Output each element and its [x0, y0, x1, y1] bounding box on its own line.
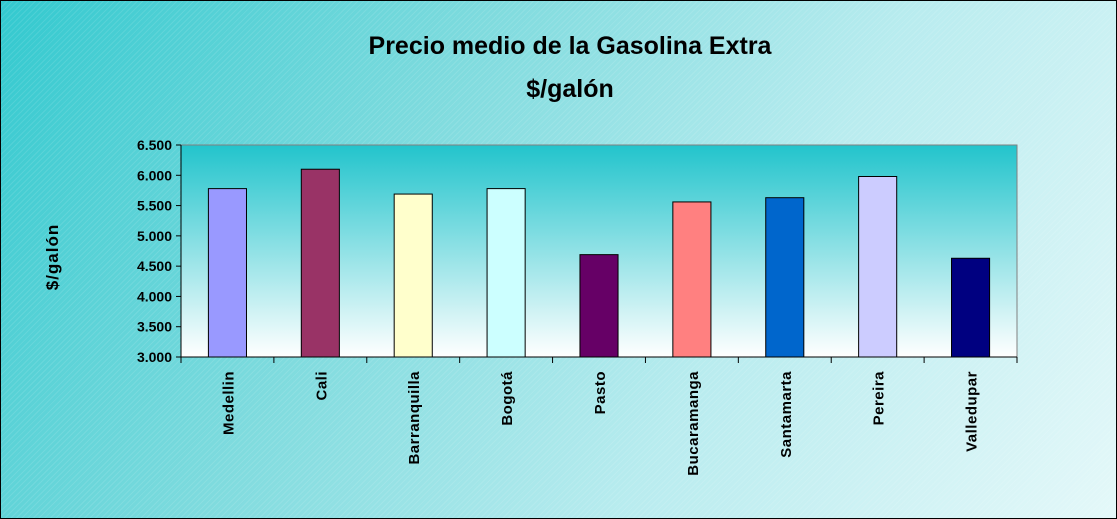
x-axis: Medellin Cali Barranquilla Bogotá Pasto Bucar… — [180, 356, 1018, 476]
bar — [579, 254, 619, 358]
bar — [300, 168, 340, 358]
bar — [207, 188, 247, 358]
x-tick-label: Valledupar — [964, 371, 981, 452]
x-tick-label: Barranquilla — [406, 371, 423, 465]
bar — [951, 257, 991, 358]
bar — [672, 201, 712, 358]
bar — [393, 193, 433, 358]
y-axis-label: $/galón — [43, 224, 62, 291]
bar — [486, 188, 526, 358]
y-axis: 3.000 3.500 4.000 4.500 5.000 5.500 6.000 6.500 — [137, 137, 182, 365]
chart-title: Precio medio de la Gasolina Extra — [369, 32, 773, 60]
y-tick-label: 6.000 — [137, 167, 172, 183]
y-tick-label: 4.500 — [137, 258, 172, 274]
x-tick-label: Medellin — [220, 371, 237, 435]
x-tick-label: Santamarta — [778, 371, 795, 458]
y-tick-label: 4.000 — [137, 288, 172, 304]
bar — [765, 197, 805, 358]
x-tick-label: Bogotá — [499, 371, 516, 426]
y-tick-label: 3.000 — [137, 349, 172, 365]
x-tick-label: Pasto — [592, 371, 609, 414]
x-tick-label: Bucaramanga — [685, 371, 702, 476]
y-tick-label: 3.500 — [137, 319, 172, 335]
bar — [858, 175, 898, 358]
y-tick-label: 6.500 — [137, 137, 172, 153]
chart-subtitle: $/galón — [526, 75, 614, 103]
y-tick-label: 5.500 — [137, 198, 172, 214]
bars — [207, 168, 991, 358]
y-tick-label: 5.000 — [137, 228, 172, 244]
x-tick-label: Pereira — [871, 371, 888, 426]
x-tick-label: Cali — [313, 371, 330, 401]
